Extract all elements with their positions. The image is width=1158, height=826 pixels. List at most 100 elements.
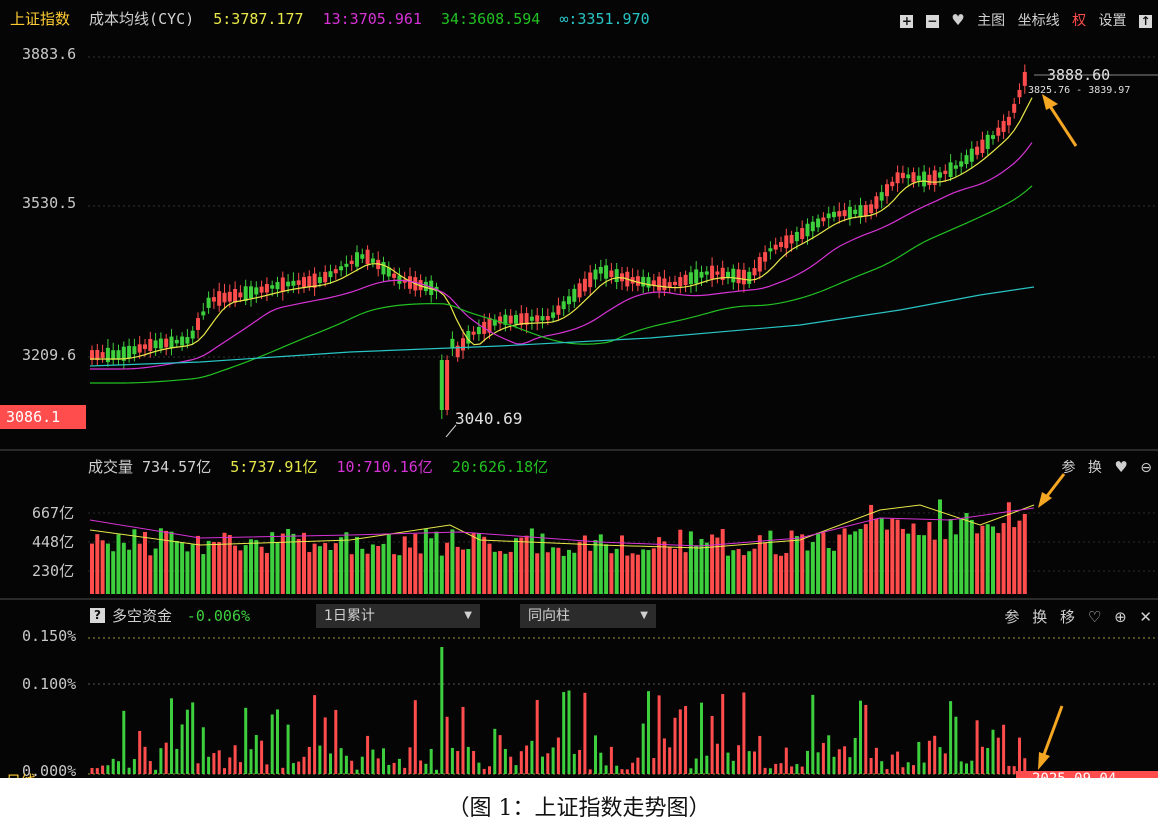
- fund-bar: [970, 760, 974, 774]
- volume-bar: [545, 552, 550, 594]
- candle-body: [916, 175, 921, 181]
- volume-bar: [741, 555, 746, 594]
- volume-bar: [158, 528, 163, 594]
- fund-bar: [509, 756, 513, 774]
- close-icon[interactable]: ✕: [1139, 608, 1152, 626]
- fund-bar: [763, 767, 767, 774]
- fund-bar: [737, 745, 741, 774]
- fund-bar: [562, 692, 566, 774]
- candle-body: [757, 257, 762, 272]
- fund-bar: [546, 753, 550, 774]
- zoom-in-icon[interactable]: ⊕: [1114, 608, 1127, 626]
- bar-style-dropdown[interactable]: 同向柱 ▼: [520, 604, 656, 628]
- volume-bar: [625, 555, 630, 594]
- volume-bar: [853, 531, 858, 594]
- help-icon[interactable]: ?: [90, 608, 105, 623]
- fund-bar: [270, 714, 274, 774]
- crosshair-button[interactable]: 坐标线: [1017, 13, 1060, 29]
- volume-bar: [471, 532, 476, 594]
- volume-bar: [953, 534, 958, 594]
- fund-bar: [244, 707, 248, 774]
- params-button[interactable]: 参: [1061, 460, 1076, 476]
- volume-bar: [657, 537, 662, 594]
- move-button[interactable]: 移: [1060, 608, 1076, 626]
- candle-body: [784, 235, 789, 249]
- accumulate-dropdown[interactable]: 1日累计 ▼: [316, 604, 480, 628]
- vol-ma10-value: 10:710.16亿: [336, 458, 433, 476]
- candle-body: [280, 277, 285, 292]
- fund-bar: [991, 729, 995, 774]
- high-price-label: 3888.60: [1047, 66, 1111, 84]
- fund-bar: [784, 747, 788, 774]
- candle-body: [736, 269, 741, 284]
- candle-body: [551, 312, 556, 318]
- fund-bar: [514, 765, 518, 774]
- candle-body: [461, 338, 465, 351]
- upload-icon[interactable]: ↑: [1139, 13, 1152, 28]
- index-name[interactable]: 上证指数: [10, 10, 71, 28]
- volume-bar: [185, 551, 190, 594]
- candle-body: [535, 315, 540, 322]
- fund-bar: [493, 728, 497, 774]
- minus-icon[interactable]: −: [925, 13, 939, 28]
- kline-chart[interactable]: [0, 0, 1158, 778]
- fund-bar: [132, 759, 136, 774]
- volume-bar: [704, 542, 709, 594]
- volume-bar: [540, 533, 545, 594]
- switch-button[interactable]: 换: [1032, 608, 1048, 626]
- candle-body: [694, 269, 699, 284]
- switch-button[interactable]: 换: [1087, 460, 1102, 476]
- candle-body: [959, 161, 964, 167]
- fund-bar: [636, 757, 640, 774]
- candle-body: [593, 269, 598, 280]
- plus-icon[interactable]: +: [900, 13, 914, 28]
- fund-bar: [959, 761, 963, 774]
- volume-bar: [551, 547, 556, 594]
- candle-body: [370, 258, 375, 263]
- fund-bar: [965, 763, 968, 774]
- volume-bar: [143, 531, 147, 594]
- candle-body: [938, 172, 942, 178]
- volume-bar: [90, 543, 94, 594]
- main-chart-button[interactable]: 主图: [977, 13, 1006, 29]
- indicator-name[interactable]: 成本均线(CYC): [89, 10, 195, 28]
- volume-bar: [423, 528, 428, 594]
- params-button[interactable]: 参: [1004, 608, 1020, 626]
- fund-bar: [837, 749, 841, 774]
- fund-bar: [954, 716, 958, 774]
- candle-body: [158, 338, 163, 349]
- zoom-out-icon[interactable]: ⊖: [1140, 460, 1152, 476]
- heart-icon[interactable]: ♥: [1114, 458, 1128, 476]
- volume-bar: [275, 542, 280, 594]
- settings-button[interactable]: 设置: [1098, 13, 1127, 29]
- candle-body: [720, 267, 725, 281]
- volume-bar: [821, 532, 826, 594]
- volume-bar: [959, 518, 964, 594]
- fund-bar: [276, 709, 279, 774]
- candle-body: [275, 282, 280, 290]
- volume-bar: [243, 545, 248, 594]
- fund-bar: [249, 749, 253, 774]
- fund-bar: [127, 767, 131, 774]
- rights-button[interactable]: 权: [1072, 13, 1087, 29]
- heart-icon[interactable]: ♥: [951, 11, 965, 29]
- volume-bar: [731, 550, 736, 594]
- pane-divider[interactable]: [0, 598, 1158, 600]
- pane-divider[interactable]: [0, 449, 1158, 451]
- candle-body: [455, 345, 460, 358]
- fund-bar: [392, 762, 396, 774]
- candle-body: [233, 289, 238, 303]
- candle-body: [598, 266, 603, 274]
- bar-style-dropdown-value: 同向柱: [528, 608, 570, 624]
- heart-outline-icon[interactable]: ♡: [1087, 608, 1102, 626]
- candle-body: [985, 134, 990, 150]
- volume-bar: [370, 544, 375, 594]
- fund-bar: [185, 709, 189, 774]
- fund-bar: [498, 735, 502, 774]
- candle-body: [816, 218, 821, 228]
- volume-bar: [492, 551, 497, 594]
- period-label[interactable]: 日线: [6, 770, 36, 778]
- fund-bar: [710, 715, 714, 774]
- fund-bar: [609, 746, 613, 774]
- candle-body: [794, 231, 799, 242]
